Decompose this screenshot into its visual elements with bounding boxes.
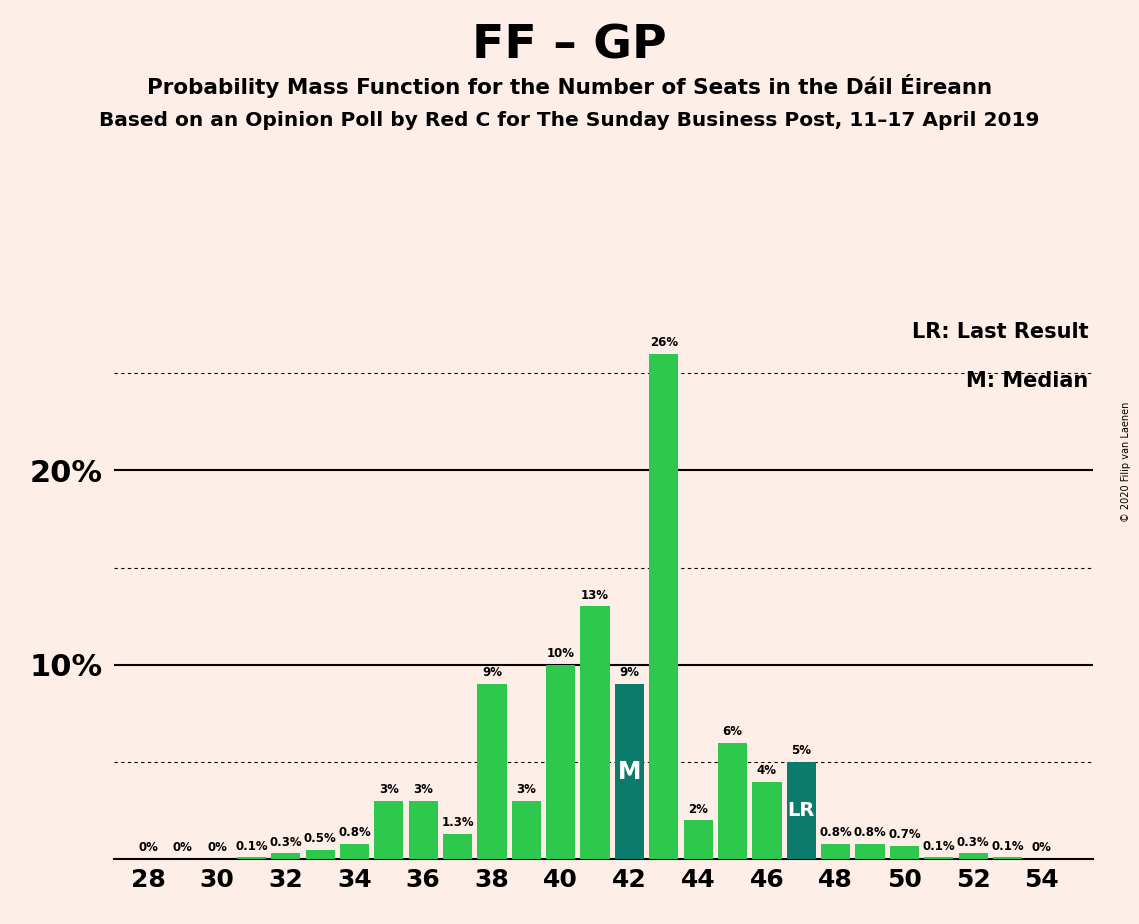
Text: Probability Mass Function for the Number of Seats in the Dáil Éireann: Probability Mass Function for the Number…	[147, 74, 992, 98]
Bar	[683, 821, 713, 859]
Bar	[339, 844, 369, 859]
Text: 6%: 6%	[722, 724, 743, 737]
Text: 0.7%: 0.7%	[888, 828, 920, 841]
Text: 0.1%: 0.1%	[235, 840, 268, 853]
Text: 5%: 5%	[792, 744, 811, 757]
Bar	[615, 685, 644, 859]
Bar	[993, 857, 1022, 859]
Bar	[237, 857, 267, 859]
Bar	[581, 606, 609, 859]
Text: 3%: 3%	[379, 784, 399, 796]
Text: 0%: 0%	[207, 842, 227, 855]
Bar	[271, 854, 301, 859]
Text: M: Median: M: Median	[966, 371, 1089, 392]
Bar	[787, 762, 816, 859]
Text: 3%: 3%	[413, 784, 433, 796]
Text: 1.3%: 1.3%	[441, 816, 474, 829]
Text: 0.8%: 0.8%	[853, 826, 886, 839]
Text: LR: Last Result: LR: Last Result	[912, 322, 1089, 342]
Text: © 2020 Filip van Laenen: © 2020 Filip van Laenen	[1121, 402, 1131, 522]
Text: Based on an Opinion Poll by Red C for The Sunday Business Post, 11–17 April 2019: Based on an Opinion Poll by Red C for Th…	[99, 111, 1040, 130]
Text: 2%: 2%	[688, 803, 708, 816]
Text: 0.3%: 0.3%	[957, 835, 990, 848]
Bar	[546, 664, 575, 859]
Text: 0%: 0%	[173, 842, 192, 855]
Text: 0%: 0%	[138, 842, 158, 855]
Text: 0%: 0%	[1032, 842, 1051, 855]
Bar	[649, 354, 679, 859]
Text: 4%: 4%	[757, 763, 777, 777]
Text: 0.1%: 0.1%	[923, 840, 956, 853]
Text: FF – GP: FF – GP	[473, 23, 666, 68]
Text: 0.5%: 0.5%	[304, 832, 336, 845]
Text: 0.3%: 0.3%	[270, 835, 302, 848]
Bar	[375, 801, 403, 859]
Bar	[924, 857, 953, 859]
Text: 9%: 9%	[482, 666, 502, 679]
Bar	[890, 845, 919, 859]
Text: 9%: 9%	[620, 666, 639, 679]
Text: 13%: 13%	[581, 589, 609, 602]
Bar	[409, 801, 437, 859]
Bar	[753, 782, 781, 859]
Bar	[959, 854, 988, 859]
Bar	[855, 844, 885, 859]
Text: 0.8%: 0.8%	[338, 826, 371, 839]
Bar	[511, 801, 541, 859]
Bar	[718, 743, 747, 859]
Bar	[477, 685, 507, 859]
Text: M: M	[617, 760, 641, 784]
Text: 0.8%: 0.8%	[819, 826, 852, 839]
Bar	[821, 844, 851, 859]
Text: 10%: 10%	[547, 647, 575, 660]
Bar	[443, 834, 473, 859]
Text: LR: LR	[787, 801, 816, 821]
Text: 0.1%: 0.1%	[991, 840, 1024, 853]
Text: 26%: 26%	[649, 335, 678, 348]
Text: 3%: 3%	[516, 784, 536, 796]
Bar	[305, 849, 335, 859]
